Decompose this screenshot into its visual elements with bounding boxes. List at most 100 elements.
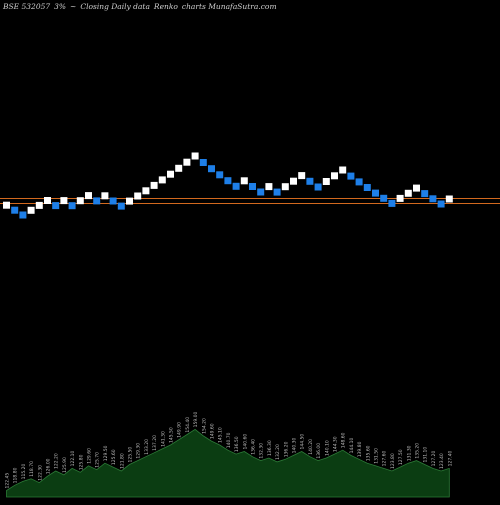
volume-label: 123.80 xyxy=(390,453,396,469)
renko-brick xyxy=(150,181,158,189)
volume-label: 136.20 xyxy=(283,441,289,457)
volume-label: 140.20 xyxy=(308,439,314,455)
renko-brick xyxy=(404,189,412,197)
volume-label: 139.80 xyxy=(357,441,363,457)
volume-label: 136.50 xyxy=(234,436,240,452)
renko-brick xyxy=(249,183,256,190)
renko-brick xyxy=(331,172,338,180)
renko-brick xyxy=(158,176,166,184)
volume-label: 131.50 xyxy=(374,448,380,464)
renko-brick xyxy=(224,177,232,185)
volume-label: 125.70 xyxy=(95,452,101,468)
renko-brick xyxy=(388,199,396,207)
renko-brick xyxy=(27,206,35,214)
volume-label: 131.30 xyxy=(406,445,412,461)
volume-label: 115.20 xyxy=(21,464,27,480)
volume-label: 125.50 xyxy=(128,447,134,463)
volume-label: 127.60 xyxy=(382,451,388,467)
renko-brick xyxy=(68,202,76,210)
volume-label: 129.60 xyxy=(87,448,93,464)
renko-brick xyxy=(216,171,224,179)
volume-label: 122.20 xyxy=(54,453,60,469)
volume-label: 118.80 xyxy=(13,467,19,483)
volume-label: 140.10 xyxy=(324,440,330,456)
volume-label: 122.30 xyxy=(37,465,43,481)
volume-label: 159.00 xyxy=(193,412,199,428)
renko-brick xyxy=(421,190,429,198)
volume-label: 122.10 xyxy=(70,451,76,467)
volume-label: 149.60 xyxy=(210,423,216,439)
volume-label: 154.20 xyxy=(201,418,207,434)
volume-label: 129.30 xyxy=(136,443,142,459)
renko-brick xyxy=(273,188,281,196)
renko-brick xyxy=(355,178,363,186)
renko-brick xyxy=(380,194,388,202)
renko-brick xyxy=(363,184,371,191)
renko-brick xyxy=(60,197,68,205)
volume-label: 126.00 xyxy=(46,458,52,474)
renko-brick xyxy=(44,197,51,204)
volume-label: 125.60 xyxy=(111,449,117,465)
volume-label: 133.20 xyxy=(144,439,150,455)
renko-brick xyxy=(445,195,453,203)
volume-label: 140.60 xyxy=(242,434,248,450)
renko-brick xyxy=(347,172,355,180)
renko-brick xyxy=(109,197,117,205)
renko-brick xyxy=(134,192,142,200)
renko-brick xyxy=(76,197,84,205)
header-kind: Renko xyxy=(153,2,178,11)
renko-brick xyxy=(437,200,445,208)
volume-label: 122.45 xyxy=(5,473,11,489)
renko-brick xyxy=(208,165,215,173)
renko-brick xyxy=(52,202,60,210)
volume-label: 135.60 xyxy=(365,445,371,461)
renko-brick xyxy=(167,170,174,178)
renko-brick xyxy=(101,192,109,200)
volume-label: 123.40 xyxy=(439,453,445,469)
volume-label: 144.50 xyxy=(300,434,306,450)
volume-label: 141.30 xyxy=(160,431,166,447)
volume-label: 140.70 xyxy=(226,432,232,448)
volume-label: 137.20 xyxy=(152,435,158,451)
volume-labels: 122.45 118.80 115.20 118.70 122.30 126.00 122.… xyxy=(5,412,454,489)
volume-panel xyxy=(6,428,450,498)
volume-label: 135.20 xyxy=(415,443,421,459)
volume-label: 144.30 xyxy=(333,436,339,452)
volume-label: 129.50 xyxy=(103,445,109,461)
header-change: 3% xyxy=(54,2,67,11)
renko-brick xyxy=(339,166,347,174)
volume-label: 131.10 xyxy=(423,447,429,463)
volume-label: 136.00 xyxy=(316,443,322,459)
volume-label: 118.70 xyxy=(29,461,35,477)
volume-label: 145.50 xyxy=(169,427,175,443)
renko-brick xyxy=(322,178,330,185)
volume-label: 125.90 xyxy=(62,457,68,473)
renko-brick xyxy=(142,187,150,195)
header-site: charts MunafaSutra.com xyxy=(181,2,277,11)
volume-label: 132.30 xyxy=(259,443,265,459)
renko-brick xyxy=(314,183,322,191)
renko-brick xyxy=(306,177,314,185)
chart-header: BSE 532057 3% ~ Closing Daily data Renko char… xyxy=(3,2,281,11)
volume-label: 148.60 xyxy=(341,432,347,448)
renko-brick xyxy=(290,177,297,185)
renko-brick xyxy=(199,159,207,166)
volume-label: 145.10 xyxy=(218,427,224,443)
renko-brick xyxy=(372,189,379,197)
header-symbol: BSE 532057 xyxy=(3,2,51,11)
volume-label: 132.20 xyxy=(275,444,281,460)
renko-brick xyxy=(298,172,306,180)
volume-label: 140.30 xyxy=(292,438,298,454)
renko-brick xyxy=(265,183,273,191)
renko-brick xyxy=(191,152,199,160)
renko-brick xyxy=(257,188,265,196)
header-desc: Closing Daily data xyxy=(80,2,150,11)
renko-brick xyxy=(429,195,437,203)
renko-brick xyxy=(93,197,101,205)
renko-bricks xyxy=(3,152,453,219)
renko-brick xyxy=(232,182,240,190)
renko-brick xyxy=(85,192,92,200)
renko-brick xyxy=(240,177,248,185)
